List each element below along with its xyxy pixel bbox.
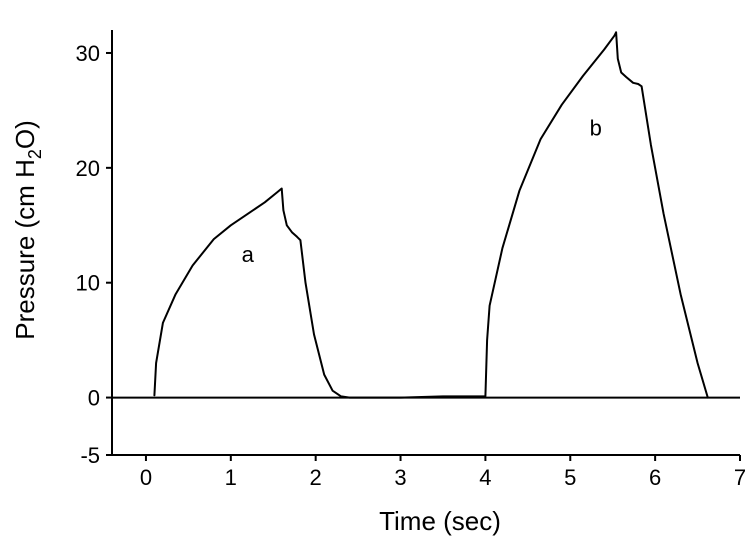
x-tick-label: 5 [564, 465, 576, 490]
curve-annotation-label: a [242, 242, 255, 267]
curve-annotation-label: b [590, 116, 602, 141]
y-axis-title: Pressure (cm H2O) [10, 120, 45, 339]
y-axis-title-subscript: 2 [25, 149, 45, 159]
x-tick-label: 0 [140, 465, 152, 490]
annotation-group: ab [242, 116, 602, 267]
y-tick-label: 0 [88, 386, 100, 411]
y-tick-label: 20 [76, 156, 100, 181]
x-tick-label: 4 [479, 465, 491, 490]
x-axis-title: Time (sec) [379, 506, 501, 536]
y-tick-label: 10 [76, 271, 100, 296]
series-group [153, 31, 709, 399]
x-tick-label: 7 [734, 465, 746, 490]
x-tick-label: 2 [310, 465, 322, 490]
x-tick-label: 6 [649, 465, 661, 490]
y-tick-label: 30 [76, 41, 100, 66]
x-tick-label: 1 [225, 465, 237, 490]
ticks-group: -5 0 10 20 30 0 1 2 3 4 5 6 7 [76, 41, 747, 490]
y-axis-title-prefix: Pressure (cm H [10, 159, 40, 340]
y-tick-label: -5 [80, 443, 100, 468]
axes [111, 30, 740, 456]
y-axis-title-suffix: O) [10, 120, 40, 149]
x-tick-label: 3 [394, 465, 406, 490]
pressure-series-line [153, 31, 709, 399]
